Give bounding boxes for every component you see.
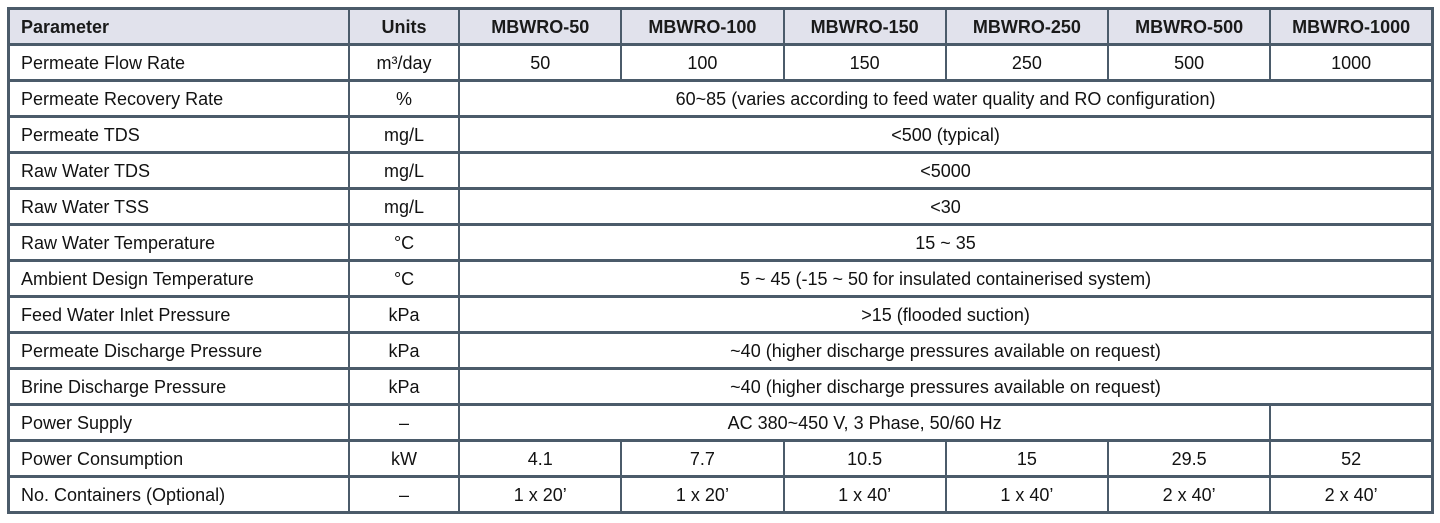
cell-parameter: No. Containers (Optional) (7, 475, 350, 514)
cell-value: 50 (458, 43, 623, 82)
cell-units: mg/L (347, 151, 461, 190)
row-permeate-discharge-pressure: Permeate Discharge Pressure kPa ~40 (hig… (7, 331, 1434, 370)
cell-parameter: Permeate Discharge Pressure (7, 331, 350, 370)
cell-value: 100 (620, 43, 785, 82)
row-power-supply: Power Supply – AC 380~450 V, 3 Phase, 50… (7, 403, 1434, 442)
cell-value-empty (1269, 403, 1434, 442)
cell-value: 10.5 (782, 439, 947, 478)
cell-value-merged: ~40 (higher discharge pressures availabl… (458, 331, 1434, 370)
cell-value: 150 (782, 43, 947, 82)
cell-value: 15 (944, 439, 1109, 478)
cell-value-merged: <5000 (458, 151, 1434, 190)
cell-units: – (347, 403, 461, 442)
cell-value: 2 x 40’ (1269, 475, 1434, 514)
cell-units: kPa (347, 295, 461, 334)
cell-parameter: Ambient Design Temperature (7, 259, 350, 298)
row-feed-water-inlet-pressure: Feed Water Inlet Pressure kPa >15 (flood… (7, 295, 1434, 334)
cell-units: kW (347, 439, 461, 478)
cell-value: 29.5 (1106, 439, 1272, 478)
cell-units: m³/day (347, 43, 461, 82)
cell-units: °C (347, 223, 461, 262)
cell-parameter: Raw Water TSS (7, 187, 350, 226)
cell-value: 2 x 40’ (1106, 475, 1272, 514)
cell-parameter: Permeate TDS (7, 115, 350, 154)
cell-value: 4.1 (458, 439, 623, 478)
cell-value-merged: 15 ~ 35 (458, 223, 1434, 262)
column-header-mbwro-1000: MBWRO-1000 (1269, 7, 1434, 46)
column-header-parameter: Parameter (7, 7, 350, 46)
cell-parameter: Brine Discharge Pressure (7, 367, 350, 406)
row-brine-discharge-pressure: Brine Discharge Pressure kPa ~40 (higher… (7, 367, 1434, 406)
cell-value: 52 (1269, 439, 1434, 478)
cell-value: 250 (944, 43, 1109, 82)
cell-value-merged: 5 ~ 45 (-15 ~ 50 for insulated container… (458, 259, 1434, 298)
cell-units: kPa (347, 367, 461, 406)
cell-parameter: Feed Water Inlet Pressure (7, 295, 350, 334)
cell-parameter: Permeate Flow Rate (7, 43, 350, 82)
row-permeate-tds: Permeate TDS mg/L <500 (typical) (7, 115, 1434, 154)
cell-value: 1 x 40’ (944, 475, 1109, 514)
cell-value: 1 x 40’ (782, 475, 947, 514)
cell-value-merged: 60~85 (varies according to feed water qu… (458, 79, 1434, 118)
row-ambient-design-temperature: Ambient Design Temperature °C 5 ~ 45 (-1… (7, 259, 1434, 298)
cell-value: 500 (1106, 43, 1272, 82)
row-raw-water-tds: Raw Water TDS mg/L <5000 (7, 151, 1434, 190)
header-row: Parameter Units MBWRO-50 MBWRO-100 MBWRO… (7, 7, 1434, 46)
cell-value-merged: >15 (flooded suction) (458, 295, 1434, 334)
cell-value-merged: <500 (typical) (458, 115, 1434, 154)
cell-units: – (347, 475, 461, 514)
cell-value-merged: AC 380~450 V, 3 Phase, 50/60 Hz (458, 403, 1272, 442)
cell-value-merged: ~40 (higher discharge pressures availabl… (458, 367, 1434, 406)
cell-units: % (347, 79, 461, 118)
row-permeate-recovery-rate: Permeate Recovery Rate % 60~85 (varies a… (7, 79, 1434, 118)
row-raw-water-tss: Raw Water TSS mg/L <30 (7, 187, 1434, 226)
column-header-mbwro-250: MBWRO-250 (944, 7, 1109, 46)
row-permeate-flow-rate: Permeate Flow Rate m³/day 50 100 150 250… (7, 43, 1434, 82)
cell-units: °C (347, 259, 461, 298)
cell-parameter: Permeate Recovery Rate (7, 79, 350, 118)
cell-value: 7.7 (620, 439, 785, 478)
cell-value: 1 x 20’ (458, 475, 623, 514)
row-no-containers: No. Containers (Optional) – 1 x 20’ 1 x … (7, 475, 1434, 514)
column-header-mbwro-100: MBWRO-100 (620, 7, 785, 46)
cell-value-merged: <30 (458, 187, 1434, 226)
cell-value: 1 x 20’ (620, 475, 785, 514)
cell-parameter: Power Supply (7, 403, 350, 442)
column-header-mbwro-150: MBWRO-150 (782, 7, 947, 46)
cell-parameter: Raw Water Temperature (7, 223, 350, 262)
cell-parameter: Raw Water TDS (7, 151, 350, 190)
cell-units: mg/L (347, 187, 461, 226)
cell-parameter: Power Consumption (7, 439, 350, 478)
column-header-mbwro-50: MBWRO-50 (458, 7, 623, 46)
specifications-table: Parameter Units MBWRO-50 MBWRO-100 MBWRO… (7, 7, 1434, 514)
row-raw-water-temperature: Raw Water Temperature °C 15 ~ 35 (7, 223, 1434, 262)
cell-value: 1000 (1269, 43, 1434, 82)
cell-units: kPa (347, 331, 461, 370)
row-power-consumption: Power Consumption kW 4.1 7.7 10.5 15 29.… (7, 439, 1434, 478)
cell-units: mg/L (347, 115, 461, 154)
column-header-mbwro-500: MBWRO-500 (1106, 7, 1272, 46)
column-header-units: Units (347, 7, 461, 46)
